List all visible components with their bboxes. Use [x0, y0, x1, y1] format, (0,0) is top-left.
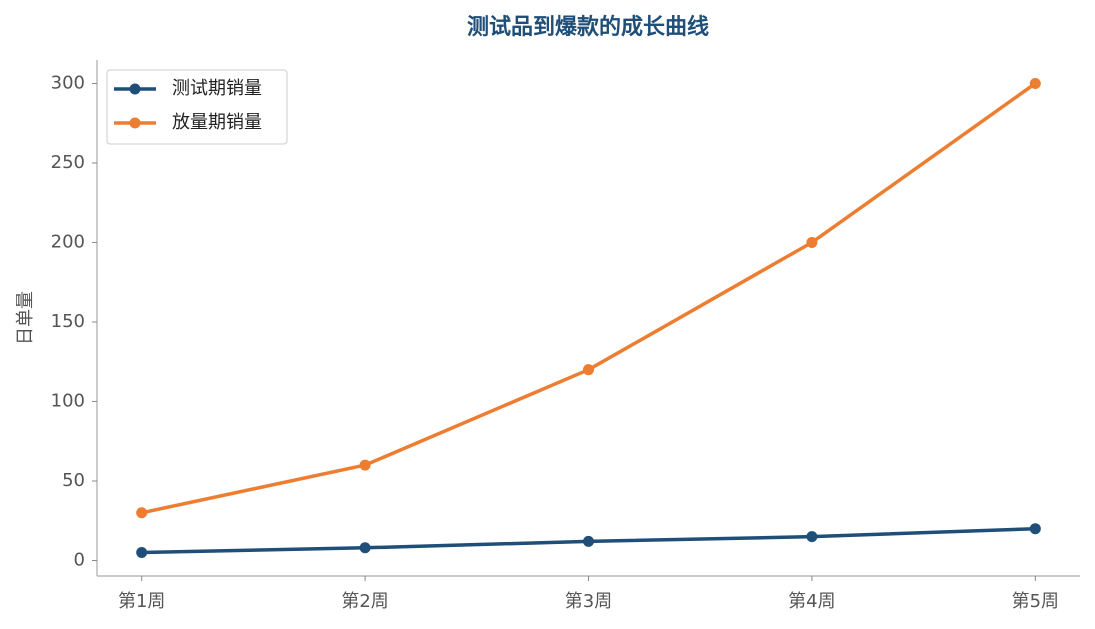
- point: [583, 364, 594, 376]
- x-tick-label: 第3周: [565, 591, 612, 612]
- point: [583, 535, 594, 547]
- x-tick-label: 第4周: [788, 591, 835, 612]
- y-axis-label: 日单量: [15, 291, 36, 345]
- x-tick-label: 第2周: [341, 591, 388, 612]
- legend-marker: [129, 117, 141, 129]
- y-tick-label: 100: [51, 390, 85, 411]
- point: [1029, 77, 1041, 89]
- point: [806, 531, 818, 543]
- y-tick-label: 300: [51, 72, 85, 93]
- point: [359, 459, 371, 471]
- point: [806, 236, 818, 248]
- legend-marker: [129, 83, 141, 95]
- y-tick-label: 50: [62, 470, 85, 491]
- y-tick-label: 150: [51, 311, 85, 332]
- point: [136, 547, 148, 559]
- legend-label: 测试期销量: [172, 78, 262, 99]
- y-tick-label: 0: [74, 549, 85, 570]
- point: [359, 542, 371, 554]
- x-tick-label: 第1周: [118, 591, 165, 612]
- legend-label: 放量期销量: [172, 112, 262, 133]
- y-tick-label: 200: [51, 231, 85, 252]
- series-line: [141, 82, 1037, 515]
- point: [1029, 523, 1041, 535]
- chart-title: 测试品到爆款的成长曲线: [467, 14, 709, 40]
- y-tick-label: 250: [51, 152, 85, 173]
- x-tick-label: 第5周: [1012, 591, 1059, 612]
- point: [136, 507, 148, 519]
